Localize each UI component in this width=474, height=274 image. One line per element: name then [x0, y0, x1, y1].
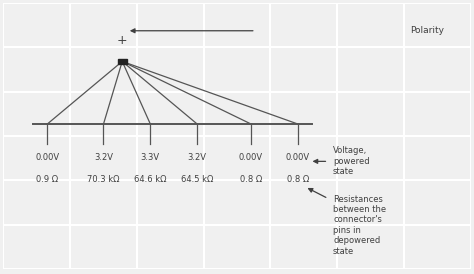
Text: Polarity: Polarity	[410, 26, 444, 35]
FancyBboxPatch shape	[118, 59, 127, 64]
Text: 0.8 Ω: 0.8 Ω	[240, 175, 262, 184]
Text: Resistances
between the
connector's
pins in
depowered
state: Resistances between the connector's pins…	[333, 195, 386, 256]
Text: 0.9 Ω: 0.9 Ω	[36, 175, 58, 184]
Text: 3.2V: 3.2V	[94, 153, 113, 162]
Text: 3.3V: 3.3V	[141, 153, 160, 162]
Text: 0.00V: 0.00V	[35, 153, 59, 162]
Text: 64.6 kΩ: 64.6 kΩ	[134, 175, 166, 184]
Text: 3.2V: 3.2V	[188, 153, 207, 162]
Text: 64.5 kΩ: 64.5 kΩ	[181, 175, 213, 184]
Text: 0.00V: 0.00V	[286, 153, 310, 162]
Text: 70.3 kΩ: 70.3 kΩ	[87, 175, 120, 184]
Text: 0.8 Ω: 0.8 Ω	[287, 175, 309, 184]
Text: 0.00V: 0.00V	[239, 153, 263, 162]
Text: Voltage,
powered
state: Voltage, powered state	[333, 147, 370, 176]
Text: +: +	[117, 34, 128, 47]
